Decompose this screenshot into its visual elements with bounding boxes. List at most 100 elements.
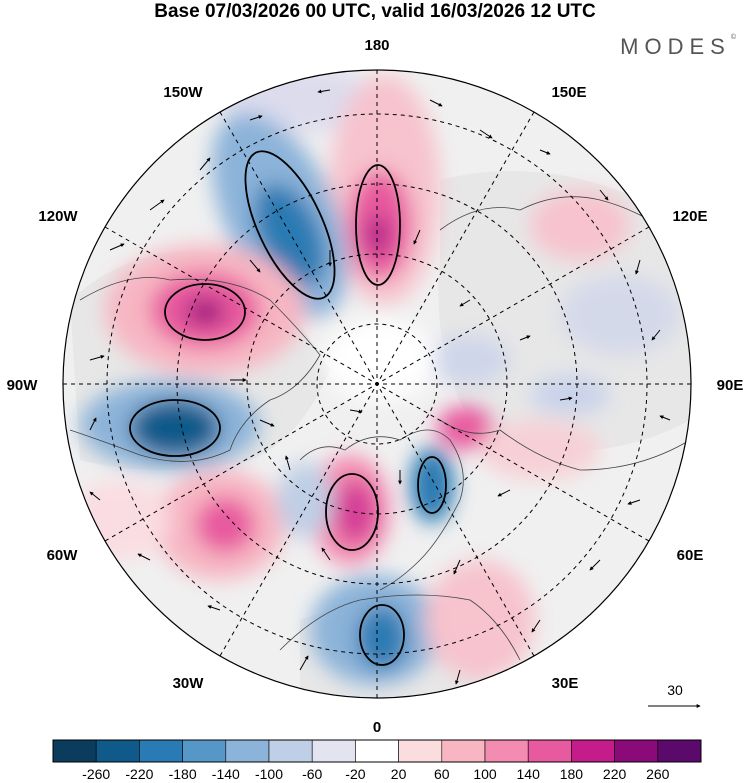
- colorbar-tick-label: -140: [212, 766, 240, 782]
- wind-vector: [413, 229, 421, 245]
- wind-vector: [137, 553, 151, 561]
- colorbar-cell: [398, 739, 443, 763]
- colorbar-tick-label: 220: [603, 766, 627, 782]
- pole-neutral: [325, 320, 435, 400]
- contour-lines: [129, 150, 447, 666]
- blob-neg-85e: [530, 375, 610, 415]
- wind-vector: [249, 259, 261, 273]
- wind-vector: [497, 489, 511, 497]
- colorbar-tick-label: -100: [255, 766, 283, 782]
- wind-vector: [599, 189, 609, 201]
- wind-vector: [531, 619, 541, 633]
- wind-vector: [659, 415, 671, 421]
- coastlines: [69, 196, 691, 661]
- wind-vector: [299, 655, 309, 671]
- wind-vector: [589, 559, 601, 571]
- colorbar-tick-label: 60: [434, 766, 450, 782]
- wind-vector: [249, 115, 263, 121]
- lon-label-90e: 90E: [717, 377, 744, 394]
- lon-label-180: 180: [364, 37, 389, 54]
- lon-label-60e: 60E: [677, 547, 704, 564]
- colorbar-cell: [182, 739, 227, 763]
- coast-eurasia: [439, 196, 691, 471]
- wind-vector: [349, 409, 363, 414]
- wind-vector: [89, 417, 97, 431]
- blob-pos-30e: [425, 560, 535, 680]
- colorbar-tick-label: -180: [169, 766, 197, 782]
- colorbar-cells: [52, 739, 702, 763]
- colorbar: -260 -220 -180 -140 -100 -60 -20 20 60 100 140 180 2…: [52, 739, 702, 782]
- blob-neg-center: [277, 462, 333, 538]
- colorbar-frame: [52, 739, 702, 763]
- lon-label-0: 0: [373, 719, 381, 736]
- blob-pos-120e: [530, 190, 630, 260]
- brand-name: MODES: [620, 34, 731, 59]
- brand-logo: MODES©: [620, 34, 736, 60]
- wind-vector: [627, 499, 641, 505]
- blob-pos-90e: [437, 406, 493, 450]
- colorbar-cell: [268, 739, 313, 763]
- contour-g: [359, 604, 405, 666]
- colorbar-cell: [614, 739, 659, 763]
- colorbar-cell: [311, 739, 356, 763]
- latitude-circle: [316, 323, 438, 445]
- lon-label-60w: 60W: [47, 547, 79, 564]
- graticule: [63, 70, 691, 698]
- map-border: [62, 69, 692, 699]
- wind-vector: [149, 199, 165, 211]
- colorbar-tick-label: 180: [560, 766, 584, 782]
- colorbar-tick-label: 260: [646, 766, 670, 782]
- wind-vector: [651, 329, 661, 341]
- vector-scale-label: 30: [667, 682, 683, 698]
- brand-mark: ©: [730, 34, 736, 41]
- map-disc: [62, 69, 692, 699]
- wind-vector: [284, 455, 291, 471]
- wind-vector: [454, 669, 461, 685]
- lon-label-30w: 30W: [173, 675, 205, 692]
- colorbar-cell: [355, 739, 399, 763]
- colorbar-cell: [571, 739, 615, 763]
- vector-scale: 30: [648, 682, 701, 708]
- colorbar-tick-label: 140: [517, 766, 541, 782]
- blob-pos-180c: [366, 215, 390, 255]
- lon-label-150w: 150W: [163, 84, 203, 101]
- meridian-120e-60w: [104, 226, 650, 542]
- wind-vectors: [89, 89, 671, 685]
- colorbar-cell: [657, 739, 702, 763]
- contour-d: [129, 399, 221, 457]
- blob-pos-120w-c: [185, 298, 225, 326]
- colorbar-tick-label: -260: [82, 766, 110, 782]
- contour-e: [325, 473, 379, 551]
- colorbar-cell: [52, 739, 97, 763]
- colorbar-tick-label: 20: [391, 766, 407, 782]
- wind-vector: [317, 89, 331, 94]
- colorbar-cell: [225, 739, 270, 763]
- colorbar-cell: [484, 739, 529, 763]
- colorbar-tick-label: 100: [473, 766, 497, 782]
- lon-label-120e: 120E: [672, 208, 707, 225]
- wind-vector: [459, 299, 471, 307]
- wind-vector: [109, 243, 125, 251]
- colorbar-cell: [95, 739, 140, 763]
- wind-vector: [207, 605, 221, 611]
- contour-c: [164, 283, 246, 341]
- lon-label-150e: 150E: [551, 84, 586, 101]
- colorbar-cell: [139, 739, 183, 763]
- wind-vector: [559, 396, 573, 401]
- blob-neg-europe: [410, 447, 454, 523]
- colorbar-cell: [441, 739, 486, 763]
- wind-vector: [539, 149, 551, 155]
- colorbar-tick-labels: -260 -220 -180 -140 -100 -60 -20 20 60 100 140 180 2…: [82, 766, 670, 782]
- wind-vector: [321, 547, 331, 561]
- lon-label-90w: 90W: [7, 377, 39, 394]
- blob-neg-near-pole: [430, 335, 510, 385]
- colorbar-cell: [527, 739, 572, 763]
- blob-pos-60w-b: [195, 497, 255, 553]
- contour-b: [355, 164, 401, 286]
- wind-vector: [429, 99, 443, 107]
- colorbar-tick-label: -20: [345, 766, 365, 782]
- wind-vector: [479, 129, 493, 139]
- longitude-labels: 180 150W 150E 120W 120E 90W 90E 60W 60E …: [7, 37, 744, 736]
- wind-vector: [519, 335, 531, 341]
- coast-north-america: [69, 277, 321, 462]
